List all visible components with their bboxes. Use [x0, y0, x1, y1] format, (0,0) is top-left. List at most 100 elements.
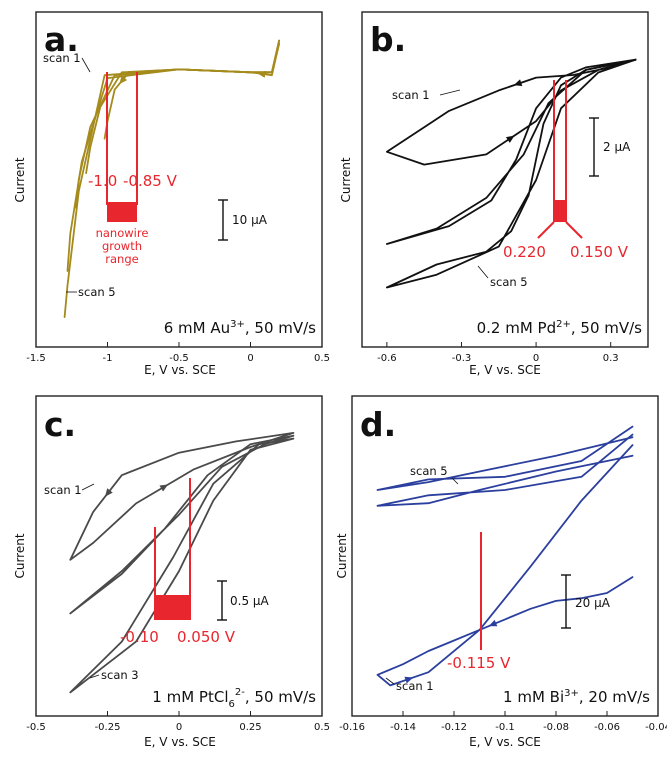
y-axis-label: Current	[335, 533, 349, 578]
cv-curves	[376, 425, 634, 687]
scan-first-label: scan 1	[44, 483, 82, 497]
annot-left: -0.115 V	[447, 654, 511, 672]
x-tick-label: -0.06	[594, 722, 620, 733]
annot-right: 0.150 V	[570, 243, 629, 261]
x-tick-label: -1.5	[26, 353, 46, 364]
scan-first-label: scan 5	[410, 464, 448, 478]
scan-direction-arrow	[505, 135, 515, 143]
x-tick-label: -0.1	[495, 722, 515, 733]
condition-label: 6 mM Au3+, 50 mV/s	[164, 319, 316, 337]
scan-direction-arrow	[159, 484, 169, 492]
scan-direction-arrow	[404, 676, 414, 684]
cv-scan-line	[69, 434, 295, 615]
scan-first-label: scan 1	[43, 51, 81, 65]
cv-scan-line	[63, 42, 280, 318]
panel-a: a. -1.5 -1 -0.5 0 0.5 E, V vs. SCE Current s…	[13, 11, 330, 377]
scan-first-leader	[81, 483, 95, 491]
panel-letter: d.	[360, 405, 396, 444]
annot-right: 0.050 V	[177, 628, 236, 646]
panel-b: b. -0.6 -0.3 0 0.3 E, V vs. SCE Current sca…	[339, 11, 649, 377]
x-tick-label: -0.6	[377, 353, 397, 364]
x-tick-label: 0	[176, 722, 182, 733]
plot-frame	[35, 395, 323, 717]
scan-last-label: scan 3	[101, 668, 139, 682]
x-tick-label: 0	[247, 353, 253, 364]
cv-scan-line	[376, 433, 634, 507]
cv-scan-line	[376, 444, 634, 687]
x-tick-label: -0.12	[441, 722, 467, 733]
x-tick-label: -0.25	[95, 722, 121, 733]
x-tick-label: -0.5	[169, 353, 189, 364]
scan-direction-arrow	[513, 79, 523, 87]
cv-scan-line	[386, 58, 637, 289]
x-tick-label: 0.3	[603, 353, 619, 364]
cv-curves	[386, 58, 637, 289]
cv-curves	[63, 39, 280, 318]
x-tick-label: -0.04	[645, 722, 667, 733]
plot-frame	[361, 11, 649, 348]
scan-first-label: scan 1	[392, 88, 430, 102]
scan-first-leader	[385, 677, 395, 685]
range-label-1: nanowire	[96, 226, 149, 240]
condition-label: 1 mM PtCl62-, 50 mV/s	[152, 687, 316, 710]
y-axis-label: Current	[13, 157, 27, 202]
scale-bar-label: 20 μA	[575, 596, 611, 610]
cv-scan-line	[85, 42, 280, 174]
annot-left: 0.220	[503, 243, 546, 261]
scan-last-leader	[477, 265, 489, 279]
cv-scan-line	[103, 42, 280, 140]
x-tick-label: 0.25	[239, 722, 261, 733]
x-axis-label: E, V vs. SCE	[144, 363, 216, 377]
red-leader-right	[565, 221, 583, 239]
x-tick-label: 0	[533, 353, 539, 364]
panel-d: d. -0.16 -0.14 -0.12 -0.1 -0.08 -0.06 -0.04 E,…	[335, 395, 667, 749]
scan-direction-arrow	[105, 488, 113, 497]
annot-left: -1.0	[88, 172, 117, 190]
scan-last-leader	[89, 674, 100, 679]
panel-letter: b.	[370, 20, 406, 59]
scan-first-leader	[81, 57, 91, 73]
scale-bar-label: 0.5 μA	[230, 594, 270, 608]
scale-bar-label: 10 μA	[232, 213, 268, 227]
scan-last-leader	[451, 477, 459, 485]
x-tick-label: -0.16	[339, 722, 365, 733]
x-ticks: -0.5 -0.25 0 0.25 0.5	[26, 711, 330, 733]
condition-label: 1 mM Bi3+, 20 mV/s	[503, 688, 650, 706]
cv-curves	[69, 432, 295, 694]
cv-scan-line	[386, 58, 637, 245]
range-label-3: range	[105, 252, 138, 266]
x-tick-label: -0.08	[543, 722, 569, 733]
range-label-2: growth	[102, 239, 142, 253]
x-tick-label: -0.14	[390, 722, 416, 733]
scan-last-label: scan 5	[78, 285, 116, 299]
scan-direction-arrow	[488, 619, 498, 627]
annot-right: -0.85 V	[123, 172, 178, 190]
x-axis-label: E, V vs. SCE	[469, 735, 541, 749]
scan-last-label: scan 1	[396, 679, 434, 693]
panel-letter: c.	[44, 405, 76, 444]
scan-last-label: scan 5	[490, 275, 528, 289]
x-tick-label: -0.3	[452, 353, 472, 364]
y-axis-label: Current	[339, 157, 353, 202]
cv-scan-line	[69, 432, 295, 561]
red-range-box	[554, 200, 566, 222]
scale-bar-label: 2 μA	[603, 140, 631, 154]
panel-letter: a.	[44, 20, 79, 59]
x-axis-label: E, V vs. SCE	[469, 363, 541, 377]
red-range-box	[155, 595, 190, 620]
cv-scan-line	[376, 425, 634, 491]
cv-scan-line	[386, 58, 637, 166]
x-ticks: -0.6 -0.3 0 0.3	[377, 342, 619, 364]
y-axis-label: Current	[13, 533, 27, 578]
x-ticks: -0.16 -0.14 -0.12 -0.1 -0.08 -0.06 -0.04	[339, 711, 667, 733]
x-tick-label: -0.5	[26, 722, 46, 733]
x-axis-label: E, V vs. SCE	[144, 735, 216, 749]
x-tick-label: 0.5	[314, 353, 330, 364]
condition-label: 0.2 mM Pd2+, 50 mV/s	[477, 319, 643, 337]
annot-left: -0.10	[120, 628, 159, 646]
x-tick-label: -1	[103, 353, 113, 364]
cv-scan-line	[69, 437, 295, 694]
x-ticks: -1.5 -1 -0.5 0 0.5	[26, 342, 330, 364]
panel-c: c. -0.5 -0.25 0 0.25 0.5 E, V vs. SCE Curren…	[13, 395, 330, 749]
